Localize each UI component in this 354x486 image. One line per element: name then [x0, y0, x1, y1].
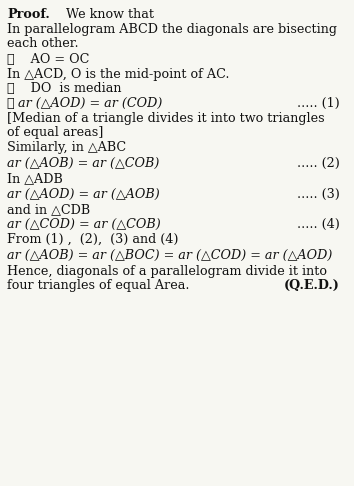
Text: (Q.E.D.): (Q.E.D.): [284, 279, 340, 292]
Text: ar (△AOB) = ar (△BOC) = ar (△COD) = ar (△AOD): ar (△AOB) = ar (△BOC) = ar (△COD) = ar (…: [7, 249, 332, 262]
Text: Similarly, in △ABC: Similarly, in △ABC: [7, 141, 126, 154]
Text: ..... (3): ..... (3): [297, 188, 340, 201]
Text: ∴    AO = OC: ∴ AO = OC: [7, 53, 89, 66]
Text: From (1) ,  (2),  (3) and (4): From (1) , (2), (3) and (4): [7, 233, 178, 246]
Text: ..... (1): ..... (1): [297, 97, 340, 110]
Text: ar (△AOD) = ar (△AOB): ar (△AOD) = ar (△AOB): [7, 188, 160, 201]
Text: Hence, diagonals of a parallelogram divide it into: Hence, diagonals of a parallelogram divi…: [7, 265, 327, 278]
Text: ∴    DO  is median: ∴ DO is median: [7, 82, 121, 95]
Text: ar (△AOD) = ar (COD): ar (△AOD) = ar (COD): [18, 97, 162, 110]
Text: We know that: We know that: [54, 8, 154, 21]
Text: ar (△AOB) = ar (△COB): ar (△AOB) = ar (△COB): [7, 157, 159, 170]
Text: ∴: ∴: [7, 97, 23, 110]
Text: In △ACD, O is the mid-point of AC.: In △ACD, O is the mid-point of AC.: [7, 68, 229, 81]
Text: four triangles of equal Area.: four triangles of equal Area.: [7, 279, 189, 292]
Text: Proof.: Proof.: [7, 8, 50, 21]
Text: In parallelogram ABCD the diagonals are bisecting: In parallelogram ABCD the diagonals are …: [7, 23, 337, 36]
Text: each other.: each other.: [7, 37, 79, 50]
Text: In △ADB: In △ADB: [7, 172, 63, 185]
Text: and in △CDB: and in △CDB: [7, 203, 90, 216]
Text: ar (△COD) = ar (△COB): ar (△COD) = ar (△COB): [7, 218, 161, 231]
Text: ..... (2): ..... (2): [297, 157, 340, 170]
Text: [Median of a triangle divides it into two triangles: [Median of a triangle divides it into tw…: [7, 112, 325, 125]
Text: ..... (4): ..... (4): [297, 218, 340, 231]
Text: of equal areas]: of equal areas]: [7, 126, 103, 139]
